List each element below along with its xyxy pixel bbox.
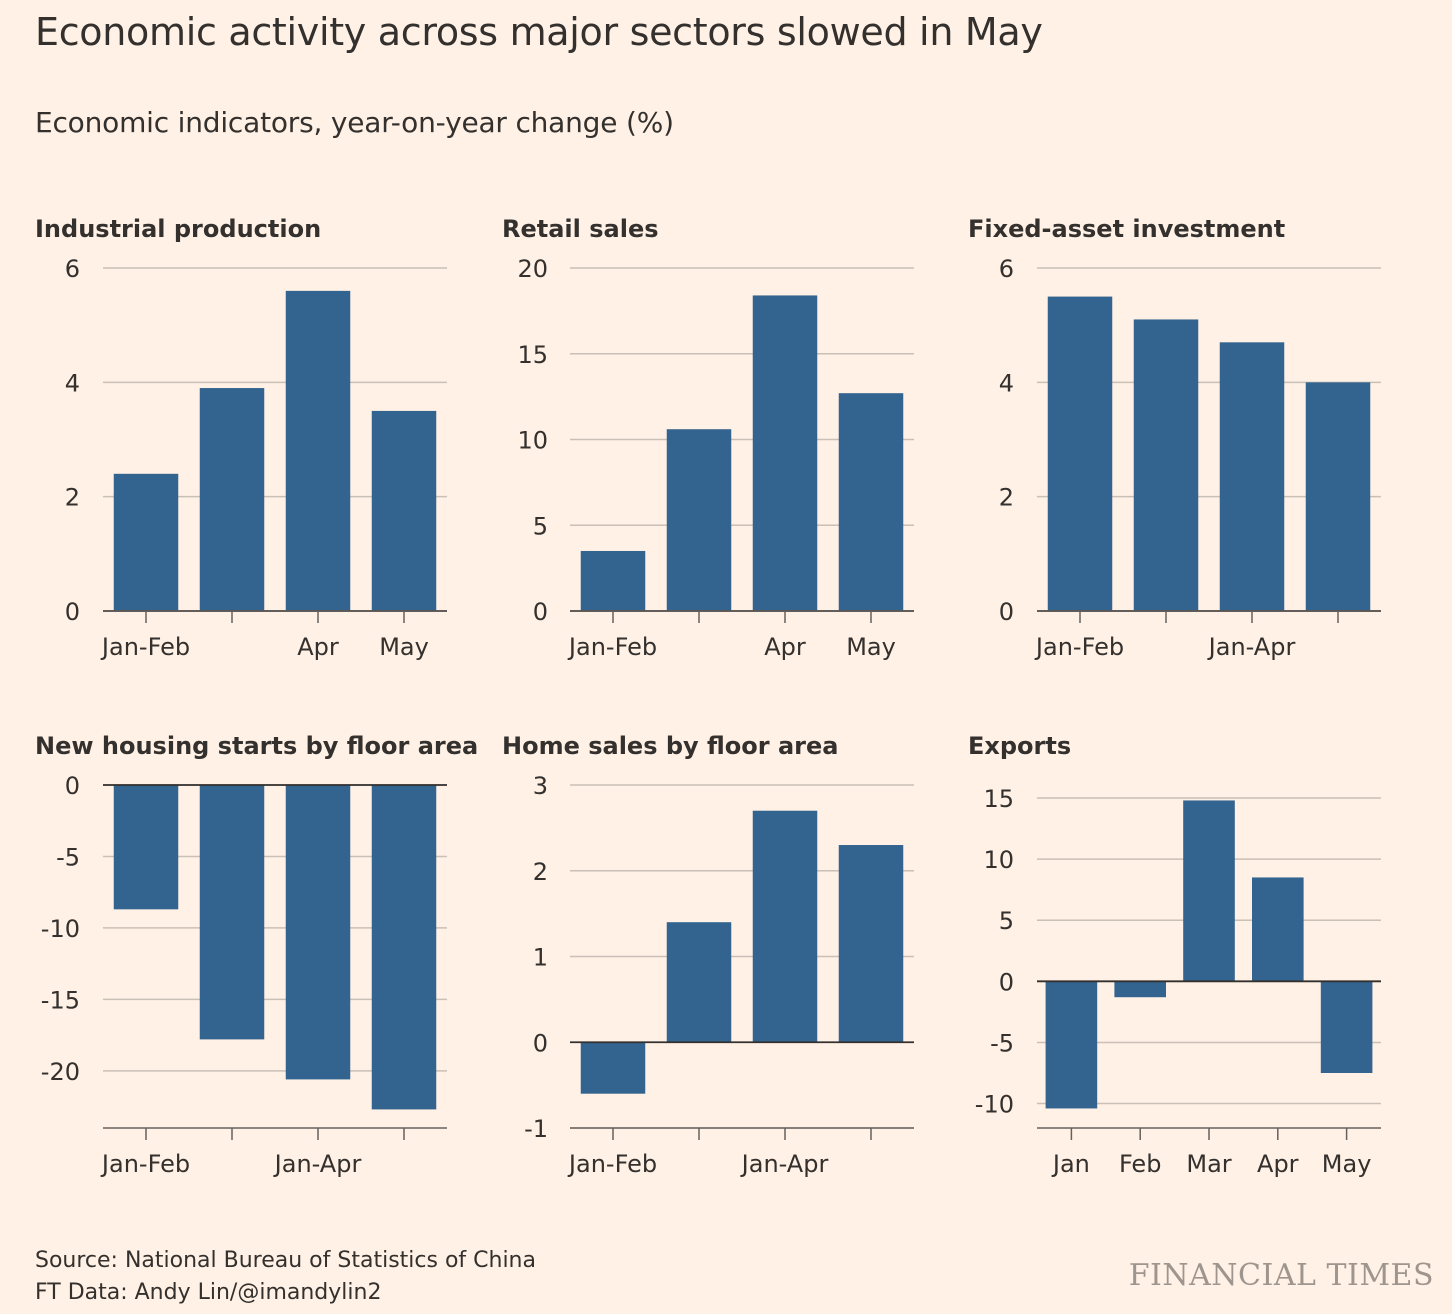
y-tick-label: 0 [65, 772, 80, 800]
y-tick-label: 20 [517, 255, 548, 283]
chart-panel-1: Industrial production 0 2 4 6 Jan-Feb Apr May [35, 215, 447, 661]
x-tick-label: Apr [764, 633, 806, 661]
x-tick-label: May [1322, 1150, 1372, 1178]
y-tick-label: 4 [999, 369, 1014, 397]
y-tick-label: 5 [533, 512, 548, 540]
x-tick-label: Jan-Apr [1207, 633, 1296, 661]
bar-apr [1252, 877, 1304, 982]
y-tick-label: 15 [517, 341, 548, 369]
bar-jan-apr [285, 785, 351, 1080]
chart-panel-3: Fixed-asset investment 0 2 4 6 Jan-Feb Jan-Apr [968, 215, 1381, 661]
bar-apr [285, 290, 351, 611]
panel-title: Fixed-asset investment [968, 215, 1285, 243]
x-tick-label: Jan-Feb [100, 633, 190, 661]
bar-jan [1045, 981, 1098, 1109]
bar-apr [752, 295, 818, 611]
chart-subtitle: Economic indicators, year-on-year change… [35, 106, 674, 139]
bar-may [371, 410, 437, 611]
chart-title: Economic activity across major sectors s… [35, 10, 1043, 54]
bar-feb [1114, 981, 1166, 998]
y-tick-label: 4 [65, 369, 80, 397]
ft-logo: FINANCIAL TIMES [1128, 1258, 1434, 1293]
y-tick-label: 0 [65, 598, 80, 626]
chart-panel-5: Home sales by floor area -1 0 1 2 3 Jan-Feb Jan… [502, 732, 914, 1178]
y-tick-label: 2 [999, 484, 1014, 512]
x-tick-label: Feb [1119, 1150, 1162, 1178]
bar-jan-mar [666, 922, 732, 1043]
bar-jan-apr [1219, 342, 1285, 611]
y-tick-label: 3 [533, 772, 548, 800]
panel-title: Retail sales [502, 215, 659, 243]
bar-jan-feb [113, 473, 179, 611]
y-tick-label: 2 [533, 858, 548, 886]
x-tick-label: Jan-Feb [567, 633, 657, 661]
x-tick-label: Jan-Apr [740, 1150, 829, 1178]
chart-panel-2: Retail sales 0 5 10 15 20 Jan-Feb Apr May [502, 215, 914, 661]
bar-jan-may [371, 785, 437, 1110]
panel-title: New housing starts by floor area [35, 732, 478, 760]
x-tick-label: Mar [1186, 1150, 1231, 1178]
y-tick-label: 15 [983, 785, 1014, 813]
y-tick-label: 10 [517, 427, 548, 455]
y-tick-label: -15 [41, 986, 80, 1014]
x-tick-label: Jan-Feb [1034, 633, 1124, 661]
panel-title: Exports [968, 732, 1071, 760]
bar-may [1320, 981, 1373, 1073]
y-tick-label: 5 [999, 907, 1014, 935]
bar-jan-may [838, 845, 904, 1043]
bar-jan-apr [752, 810, 818, 1043]
y-tick-label: 0 [533, 598, 548, 626]
panel-title: Industrial production [35, 215, 321, 243]
y-tick-label: -5 [56, 843, 80, 871]
bar-may [838, 393, 904, 611]
bar-jan-may [1305, 382, 1371, 611]
y-tick-label: 0 [999, 968, 1014, 996]
bar-jan-feb [580, 550, 646, 611]
chart-panel-4: New housing starts by floor area 0 -5 -10 -1… [35, 732, 478, 1178]
bar-mar [666, 429, 732, 611]
y-tick-label: -10 [975, 1091, 1014, 1119]
x-tick-label: May [379, 633, 429, 661]
bar-jan-feb [1047, 296, 1113, 611]
y-tick-label: 10 [983, 846, 1014, 874]
credit-note: FT Data: Andy Lin/@imandylin2 [35, 1280, 382, 1305]
y-tick-label: 2 [65, 484, 80, 512]
bar-jan-mar [199, 785, 265, 1040]
bar-mar [199, 388, 265, 611]
bar-mar [1183, 800, 1235, 982]
panel-title: Home sales by floor area [502, 732, 838, 760]
y-tick-label: 1 [533, 944, 548, 972]
y-tick-label: -10 [41, 915, 80, 943]
x-tick-label: May [846, 633, 896, 661]
y-tick-label: -5 [990, 1029, 1014, 1057]
x-tick-label: Jan-Apr [273, 1150, 362, 1178]
y-tick-label: 0 [533, 1029, 548, 1057]
x-tick-label: Jan [1051, 1150, 1090, 1178]
bar-jan-feb [113, 785, 179, 910]
bar-jan-feb [580, 1042, 646, 1094]
source-note: Source: National Bureau of Statistics of… [35, 1248, 536, 1273]
x-tick-label: Apr [297, 633, 339, 661]
x-tick-label: Jan-Feb [567, 1150, 657, 1178]
y-tick-label: -20 [41, 1058, 80, 1086]
chart-panel-6: Exports -10 -5 0 5 10 15 Jan Feb Mar Apr May [968, 732, 1381, 1178]
y-tick-label: 0 [999, 598, 1014, 626]
y-tick-label: 6 [999, 255, 1014, 283]
y-tick-label: 6 [65, 255, 80, 283]
x-tick-label: Apr [1257, 1150, 1299, 1178]
bar-jan-mar [1133, 319, 1199, 611]
x-tick-label: Jan-Feb [100, 1150, 190, 1178]
y-tick-label: -1 [524, 1115, 548, 1143]
